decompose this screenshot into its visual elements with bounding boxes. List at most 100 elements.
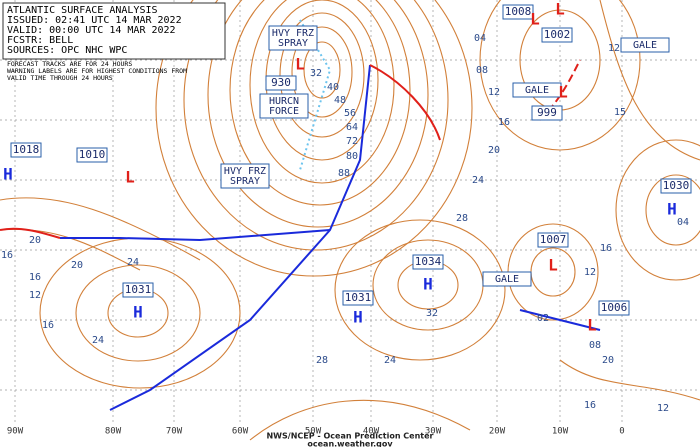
longitude-label: 90W (7, 427, 24, 437)
isobar-label: 12 (608, 43, 620, 54)
isobar-label: 12 (488, 87, 500, 98)
center-symbol: H (3, 165, 13, 184)
pressure-box (502, 4, 534, 20)
warning-label: HURCN (269, 96, 299, 107)
isobar-label: 16 (42, 320, 54, 331)
pressure-box (537, 232, 569, 248)
center-pressure: 930 (271, 76, 291, 89)
longitude-label: 30W (425, 427, 442, 437)
pressure-box (342, 290, 374, 306)
longitude-label: 10W (552, 427, 569, 437)
warning-label: GALE (495, 274, 519, 285)
isobar-label: 88 (338, 168, 350, 179)
header-note: WARNING LABELS ARE FOR HIGHEST CONDITION… (7, 67, 187, 75)
isobar-label: 16 (498, 117, 510, 128)
isobar-label: 20 (488, 145, 500, 156)
header-line: SOURCES: OPC NHC WPC (7, 45, 127, 56)
warning-label: FORCE (269, 106, 299, 117)
isobar-label: 04 (677, 217, 689, 228)
warning-box (259, 93, 309, 119)
isobar-label: 48 (334, 95, 346, 106)
center-pressure: 1007 (540, 233, 567, 246)
longitude-label: 40W (363, 427, 380, 437)
pressure-box (412, 254, 444, 270)
longitude-label: 20W (489, 427, 506, 437)
pressure-box (660, 178, 692, 194)
isobar-label: 32 (310, 68, 322, 79)
warning-box (482, 271, 532, 287)
isobar-label: 16 (600, 243, 612, 254)
isobar-label: 04 (474, 33, 486, 44)
isobar-label: 16 (584, 400, 596, 411)
isobar-label: 20 (602, 355, 614, 366)
header-line: FCSTR: BELL (7, 35, 73, 46)
graticule (0, 0, 700, 425)
center-pressure: 1018 (13, 143, 40, 156)
center-pressure: 1006 (601, 301, 628, 314)
isobar-label: 24 (92, 335, 104, 346)
center-symbol: L (125, 168, 135, 187)
pressure-box (122, 282, 154, 298)
header-box (2, 2, 226, 60)
isobar-label: 12 (584, 267, 596, 278)
longitude-label: 50W (305, 427, 322, 437)
center-pressure: 1031 (125, 283, 152, 296)
isobar-label: 08 (476, 65, 488, 76)
center-symbol: L (558, 83, 568, 102)
longitude-label: 70W (166, 427, 183, 437)
longitude-label: 80W (105, 427, 122, 437)
header-note: FORECAST TRACKS ARE FOR 24 HOURS (7, 60, 132, 68)
warning-box (512, 82, 562, 98)
center-pressure: 1031 (345, 291, 372, 304)
isobar-label: 16 (1, 250, 13, 261)
header-note: VALID TIME THROUGH 24 HOURS (7, 74, 113, 82)
pressure-box (76, 147, 108, 163)
isobar-label: 72 (346, 136, 358, 147)
longitude-label: 60W (232, 427, 249, 437)
isobar-label: 08 (589, 340, 601, 351)
center-symbol: L (530, 10, 540, 29)
isobar-label: 20 (29, 235, 41, 246)
warning-label: GALE (525, 85, 549, 96)
center-symbol: L (548, 256, 558, 275)
center-symbol: H (667, 200, 677, 219)
fronts (0, 19, 601, 411)
isobar-label: 28 (316, 355, 328, 366)
isobar-label: 28 (456, 213, 468, 224)
isobar-label: 12 (29, 290, 41, 301)
center-symbol: H (353, 308, 363, 327)
header-line: VALID: 00:00 UTC 14 MAR 2022 (7, 25, 176, 36)
isobar-label: 40 (327, 82, 339, 93)
center-pressure: 1002 (544, 28, 571, 41)
isobar-label: 24 (472, 175, 484, 186)
pressure-box (531, 105, 563, 121)
isobar-label: 02 (537, 313, 549, 324)
center-symbol: L (587, 316, 597, 335)
isobar-label: 64 (346, 122, 358, 133)
warning-box (620, 37, 670, 53)
isobar-label: 32 (426, 308, 438, 319)
center-pressure: 1034 (415, 255, 442, 268)
header-line: ISSUED: 02:41 UTC 14 MAR 2022 (7, 15, 182, 26)
warning-label: HVY FRZ (224, 166, 266, 177)
isobar-label: 20 (71, 260, 83, 271)
warning-label: HVY FRZ (272, 28, 314, 39)
warning-label: GALE (633, 40, 657, 51)
warning-box (268, 25, 318, 51)
center-pressure: 1010 (79, 148, 106, 161)
isobar-label: 12 (657, 403, 669, 414)
isobar-label: 56 (344, 108, 356, 119)
header-line: ATLANTIC SURFACE ANALYSIS (7, 5, 158, 16)
warning-label: SPRAY (278, 38, 308, 49)
footer-line: NWS/NCEP - Ocean Prediction Center (266, 432, 433, 441)
center-symbol: L (555, 0, 565, 19)
isobar-label: 80 (346, 151, 358, 162)
isobar-label: 16 (29, 272, 41, 283)
warning-box (220, 163, 270, 189)
isobar-label: 24 (127, 257, 139, 268)
warning-label: SPRAY (230, 176, 260, 187)
pressure-box (10, 142, 42, 158)
